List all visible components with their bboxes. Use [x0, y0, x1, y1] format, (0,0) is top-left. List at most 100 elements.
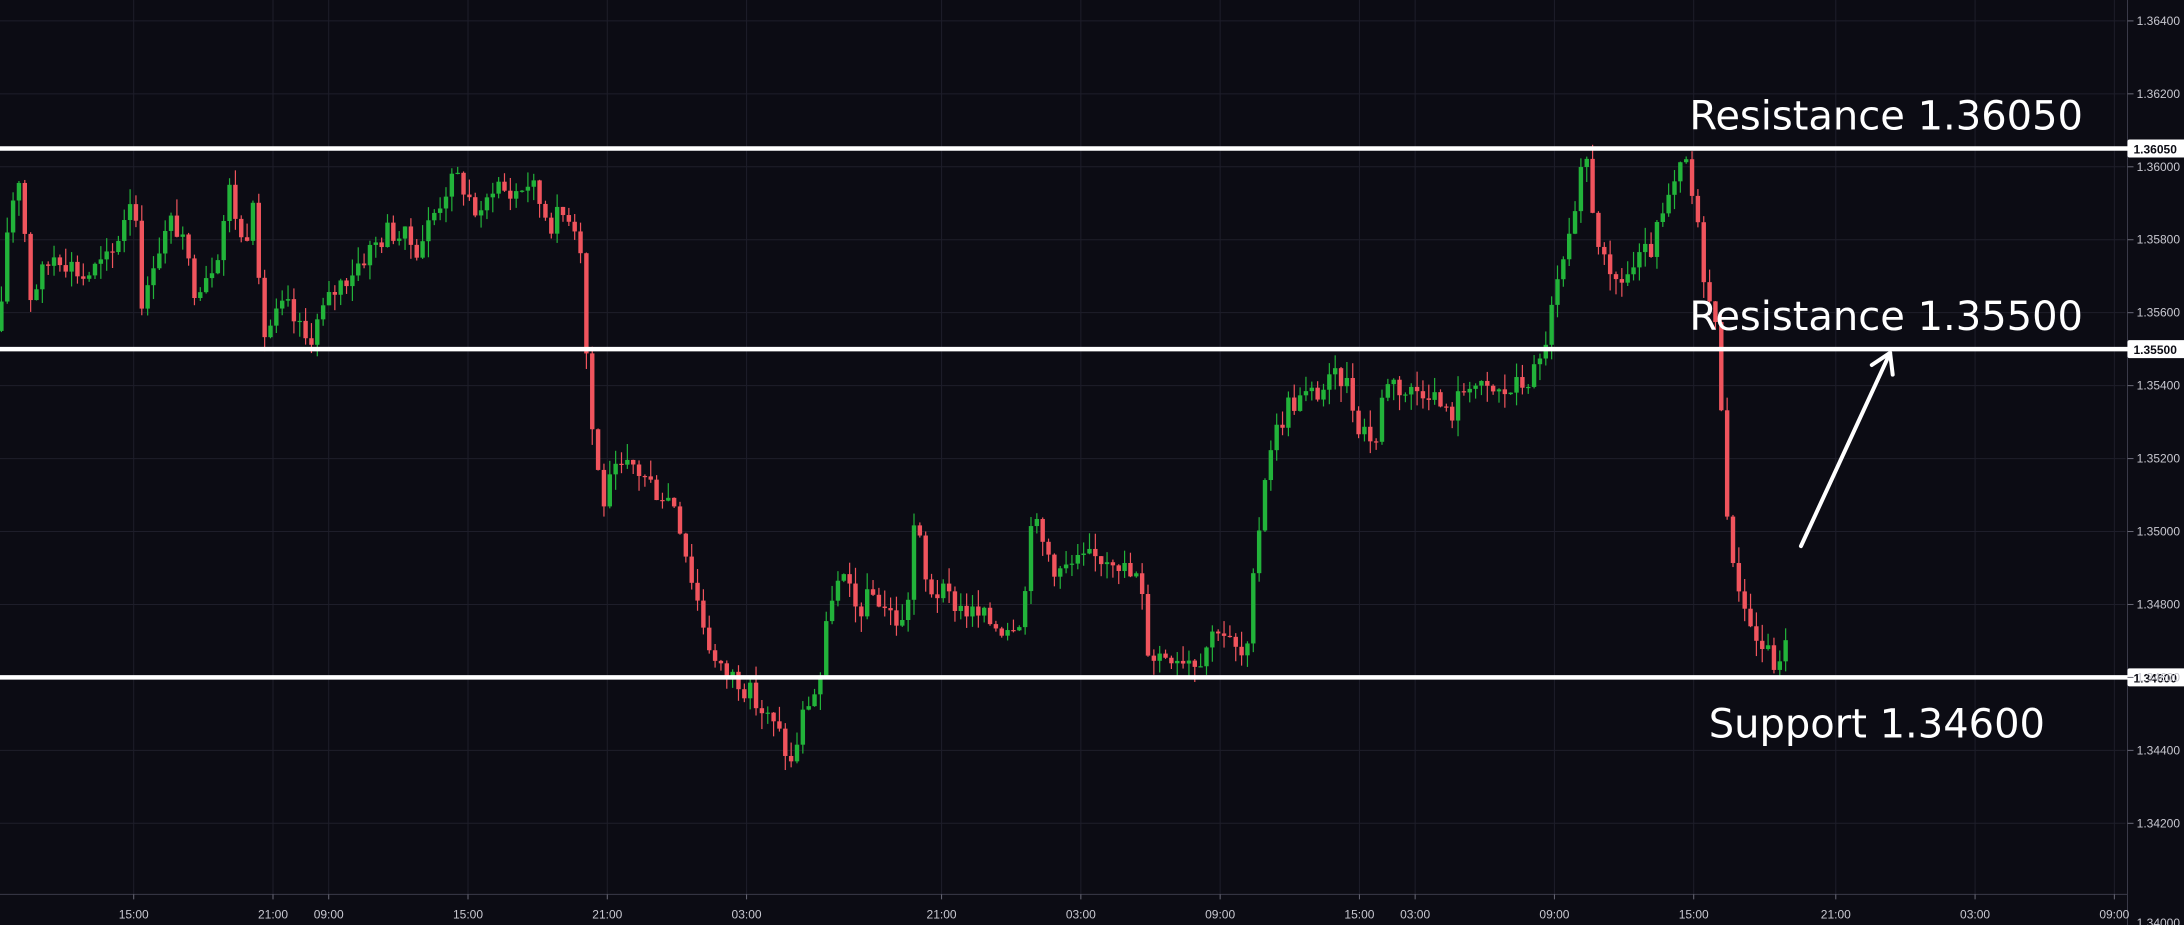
- candle-body: [1239, 646, 1244, 656]
- candle-body: [1221, 633, 1227, 636]
- candle-body: [1110, 562, 1116, 566]
- candle-body: [818, 675, 823, 695]
- price-tick-label: 1.34200: [2137, 816, 2181, 830]
- candle-body: [51, 257, 57, 266]
- time-tick-label: 03:00: [1066, 907, 1096, 921]
- price-level-tag-label: 1.34600: [2134, 671, 2178, 685]
- candle-body: [274, 308, 279, 326]
- candle-body: [590, 353, 595, 430]
- candle-body: [1467, 388, 1472, 393]
- price-tick-label: 1.34600: [2137, 670, 2181, 684]
- candle-body: [1338, 368, 1344, 387]
- candle-body: [1350, 378, 1355, 411]
- candle-body: [1549, 304, 1554, 345]
- candle-body: [870, 589, 876, 595]
- candle-body: [1590, 158, 1595, 213]
- time-axis[interactable]: 15:00 21:00 09:00 15:00 21:00 03:00 21:00 03:00…: [119, 894, 2130, 921]
- candle-body: [1017, 627, 1022, 631]
- candle-body: [127, 204, 133, 221]
- candle-body: [461, 172, 466, 195]
- candle-body: [1087, 548, 1092, 554]
- candle-body: [133, 204, 139, 221]
- price-tick-label: 1.36200: [2137, 87, 2181, 101]
- candle-body: [718, 660, 724, 664]
- candle-body: [168, 215, 174, 231]
- candle-body: [572, 221, 577, 232]
- candle-body: [952, 591, 958, 611]
- candle-body: [420, 241, 425, 258]
- time-tick-label: 03:00: [732, 907, 762, 921]
- candle-body: [677, 506, 683, 534]
- candle-body: [227, 184, 232, 222]
- candle-body: [1625, 274, 1630, 283]
- candle-body: [560, 206, 566, 216]
- candle-body: [326, 292, 332, 306]
- time-tick-label: 09:00: [2099, 907, 2129, 921]
- candle-body: [519, 190, 525, 192]
- candle-body: [1730, 516, 1736, 564]
- candle-body: [1432, 392, 1437, 400]
- price-level-tag: [2127, 340, 2184, 359]
- price-level-tag: [2127, 668, 2184, 687]
- candle-body: [648, 476, 653, 480]
- price-tick-label: 1.34800: [2137, 597, 2181, 611]
- level-annotation: Resistance 1.35500: [1689, 294, 2083, 340]
- candle-body: [455, 172, 460, 175]
- candle-body: [22, 182, 27, 234]
- candle-body: [613, 463, 618, 475]
- candle-body: [777, 721, 782, 729]
- candle-body: [233, 184, 238, 219]
- candle-body: [1502, 389, 1508, 395]
- candle-body: [970, 606, 975, 617]
- candle-body: [1724, 410, 1730, 517]
- candle-body: [379, 242, 384, 248]
- candle-body: [1028, 526, 1034, 592]
- candle-body: [315, 319, 320, 345]
- candle-body: [660, 500, 665, 502]
- candle-body: [1128, 563, 1133, 577]
- candle-body: [180, 234, 185, 237]
- candle-body: [812, 694, 817, 707]
- candle-body: [806, 706, 811, 710]
- candle-body: [1566, 233, 1572, 260]
- candle-body: [320, 305, 326, 320]
- candle-body: [1397, 379, 1402, 396]
- candle-body: [1444, 406, 1449, 408]
- candle-body: [683, 533, 689, 557]
- candle-body: [1526, 386, 1531, 389]
- candle-body: [689, 556, 694, 583]
- candle-body: [361, 263, 367, 266]
- candle-body: [1771, 645, 1777, 670]
- candle-body: [344, 280, 349, 287]
- candle-body: [1368, 426, 1373, 442]
- candle-body: [1508, 392, 1513, 395]
- trend-arrow-shaft: [1798, 350, 1893, 549]
- candle-body: [1180, 660, 1186, 664]
- candle-body: [1584, 158, 1589, 168]
- candle-body: [578, 231, 583, 254]
- candle-body: [1736, 563, 1742, 592]
- candle-body: [1648, 243, 1654, 257]
- candle-body: [513, 191, 519, 199]
- candle-body: [1204, 647, 1209, 667]
- candle-body: [373, 242, 378, 245]
- candle-body: [250, 202, 256, 241]
- candle-body: [1274, 424, 1279, 451]
- candle-body: [1040, 519, 1045, 542]
- candle-body: [765, 712, 770, 714]
- candle-body: [1783, 640, 1788, 662]
- price-axis[interactable]: 1.36400 1.36200 1.36000 1.35800 1.35600 1.354…: [2127, 14, 2181, 925]
- candle-body: [1198, 666, 1203, 668]
- candle-body: [478, 210, 484, 216]
- candle-body: [666, 497, 671, 501]
- candle-body: [1081, 553, 1086, 555]
- time-tick-label: 21:00: [1821, 907, 1851, 921]
- time-tick-label: 09:00: [314, 907, 344, 921]
- candle-body: [1093, 548, 1098, 557]
- candle-body: [1356, 410, 1361, 435]
- candle-body: [1005, 630, 1010, 636]
- candle-body: [911, 525, 917, 600]
- candle-body: [81, 276, 86, 279]
